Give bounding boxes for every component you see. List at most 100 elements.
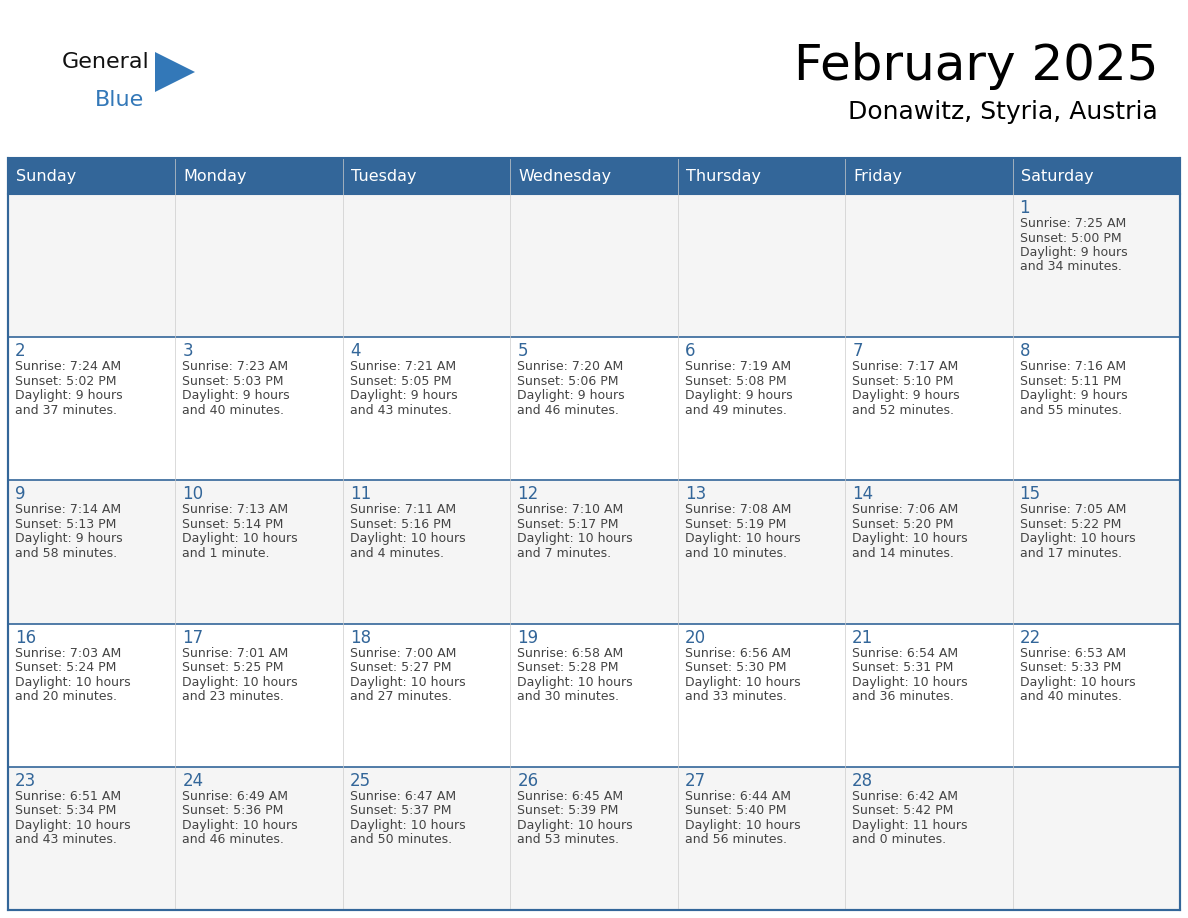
Bar xyxy=(8,158,176,194)
Text: General: General xyxy=(62,52,150,72)
Text: Sunset: 5:00 PM: Sunset: 5:00 PM xyxy=(1019,231,1121,244)
Bar xyxy=(8,337,176,480)
Text: and 36 minutes.: and 36 minutes. xyxy=(852,690,954,703)
Text: 5: 5 xyxy=(517,342,527,360)
Bar xyxy=(845,158,1012,194)
Text: Sunset: 5:37 PM: Sunset: 5:37 PM xyxy=(349,804,451,817)
Text: and 30 minutes.: and 30 minutes. xyxy=(517,690,619,703)
Text: Friday: Friday xyxy=(853,169,902,184)
Text: 11: 11 xyxy=(349,486,371,503)
Bar xyxy=(511,623,677,767)
Bar xyxy=(343,623,511,767)
Text: and 34 minutes.: and 34 minutes. xyxy=(1019,261,1121,274)
Text: Sunrise: 6:53 AM: Sunrise: 6:53 AM xyxy=(1019,646,1126,660)
Text: Daylight: 10 hours: Daylight: 10 hours xyxy=(684,532,801,545)
Text: Sunset: 5:05 PM: Sunset: 5:05 PM xyxy=(349,375,451,387)
Text: Daylight: 9 hours: Daylight: 9 hours xyxy=(183,389,290,402)
Bar xyxy=(845,194,1012,337)
Text: Sunset: 5:34 PM: Sunset: 5:34 PM xyxy=(15,804,116,817)
Text: Sunrise: 7:17 AM: Sunrise: 7:17 AM xyxy=(852,360,959,374)
Text: Daylight: 9 hours: Daylight: 9 hours xyxy=(1019,246,1127,259)
Text: Daylight: 10 hours: Daylight: 10 hours xyxy=(15,819,131,832)
Text: and 37 minutes.: and 37 minutes. xyxy=(15,404,116,417)
Text: Sunset: 5:16 PM: Sunset: 5:16 PM xyxy=(349,518,451,531)
Bar xyxy=(1012,767,1180,910)
Bar xyxy=(845,767,1012,910)
Text: 21: 21 xyxy=(852,629,873,646)
Text: Sunrise: 7:13 AM: Sunrise: 7:13 AM xyxy=(183,503,289,517)
Text: Sunset: 5:17 PM: Sunset: 5:17 PM xyxy=(517,518,619,531)
Text: 16: 16 xyxy=(15,629,36,646)
Text: Sunset: 5:33 PM: Sunset: 5:33 PM xyxy=(1019,661,1121,674)
Text: Sunset: 5:27 PM: Sunset: 5:27 PM xyxy=(349,661,451,674)
Bar xyxy=(845,480,1012,623)
Text: Daylight: 10 hours: Daylight: 10 hours xyxy=(349,819,466,832)
Text: and 46 minutes.: and 46 minutes. xyxy=(183,834,284,846)
Text: 27: 27 xyxy=(684,772,706,789)
Text: Sunset: 5:22 PM: Sunset: 5:22 PM xyxy=(1019,518,1121,531)
Text: Daylight: 9 hours: Daylight: 9 hours xyxy=(684,389,792,402)
Text: Sunset: 5:06 PM: Sunset: 5:06 PM xyxy=(517,375,619,387)
Bar xyxy=(1012,623,1180,767)
Text: and 0 minutes.: and 0 minutes. xyxy=(852,834,947,846)
Text: Daylight: 9 hours: Daylight: 9 hours xyxy=(517,389,625,402)
Text: Daylight: 9 hours: Daylight: 9 hours xyxy=(349,389,457,402)
Text: Donawitz, Styria, Austria: Donawitz, Styria, Austria xyxy=(848,100,1158,124)
Text: and 10 minutes.: and 10 minutes. xyxy=(684,547,786,560)
Text: Sunset: 5:10 PM: Sunset: 5:10 PM xyxy=(852,375,954,387)
Text: 4: 4 xyxy=(349,342,360,360)
Text: Sunrise: 6:47 AM: Sunrise: 6:47 AM xyxy=(349,789,456,803)
Text: Sunset: 5:20 PM: Sunset: 5:20 PM xyxy=(852,518,954,531)
Text: Sunrise: 6:58 AM: Sunrise: 6:58 AM xyxy=(517,646,624,660)
Text: 17: 17 xyxy=(183,629,203,646)
Bar xyxy=(677,480,845,623)
Text: Sunset: 5:19 PM: Sunset: 5:19 PM xyxy=(684,518,786,531)
Text: and 33 minutes.: and 33 minutes. xyxy=(684,690,786,703)
Text: 8: 8 xyxy=(1019,342,1030,360)
Text: Sunrise: 7:08 AM: Sunrise: 7:08 AM xyxy=(684,503,791,517)
Text: Daylight: 10 hours: Daylight: 10 hours xyxy=(684,676,801,688)
Bar xyxy=(677,767,845,910)
Bar xyxy=(8,480,176,623)
Text: Sunrise: 7:01 AM: Sunrise: 7:01 AM xyxy=(183,646,289,660)
Text: 10: 10 xyxy=(183,486,203,503)
Bar xyxy=(1012,194,1180,337)
Bar xyxy=(343,767,511,910)
Bar xyxy=(343,480,511,623)
Bar xyxy=(511,158,677,194)
Text: Sunrise: 6:56 AM: Sunrise: 6:56 AM xyxy=(684,646,791,660)
Text: and 27 minutes.: and 27 minutes. xyxy=(349,690,451,703)
Bar xyxy=(176,158,343,194)
Text: Sunrise: 6:44 AM: Sunrise: 6:44 AM xyxy=(684,789,791,803)
Text: Daylight: 10 hours: Daylight: 10 hours xyxy=(183,819,298,832)
Text: 24: 24 xyxy=(183,772,203,789)
Polygon shape xyxy=(154,52,195,92)
Bar xyxy=(1012,337,1180,480)
Text: Sunrise: 6:54 AM: Sunrise: 6:54 AM xyxy=(852,646,959,660)
Bar xyxy=(845,623,1012,767)
Text: Saturday: Saturday xyxy=(1020,169,1093,184)
Text: Daylight: 10 hours: Daylight: 10 hours xyxy=(852,532,968,545)
Text: Sunset: 5:39 PM: Sunset: 5:39 PM xyxy=(517,804,619,817)
Text: and 56 minutes.: and 56 minutes. xyxy=(684,834,786,846)
Text: Daylight: 10 hours: Daylight: 10 hours xyxy=(684,819,801,832)
Text: Daylight: 10 hours: Daylight: 10 hours xyxy=(852,676,968,688)
Text: 18: 18 xyxy=(349,629,371,646)
Text: and 40 minutes.: and 40 minutes. xyxy=(1019,690,1121,703)
Text: and 40 minutes.: and 40 minutes. xyxy=(183,404,284,417)
Text: 19: 19 xyxy=(517,629,538,646)
Text: Sunrise: 6:51 AM: Sunrise: 6:51 AM xyxy=(15,789,121,803)
Bar xyxy=(343,158,511,194)
Text: Sunset: 5:31 PM: Sunset: 5:31 PM xyxy=(852,661,954,674)
Text: 26: 26 xyxy=(517,772,538,789)
Text: Sunrise: 7:23 AM: Sunrise: 7:23 AM xyxy=(183,360,289,374)
Bar xyxy=(1012,158,1180,194)
Bar xyxy=(677,337,845,480)
Text: Tuesday: Tuesday xyxy=(350,169,416,184)
Text: Daylight: 10 hours: Daylight: 10 hours xyxy=(349,676,466,688)
Bar xyxy=(8,623,176,767)
Text: 3: 3 xyxy=(183,342,194,360)
Text: Sunrise: 7:19 AM: Sunrise: 7:19 AM xyxy=(684,360,791,374)
Text: Daylight: 9 hours: Daylight: 9 hours xyxy=(15,532,122,545)
Bar xyxy=(511,337,677,480)
